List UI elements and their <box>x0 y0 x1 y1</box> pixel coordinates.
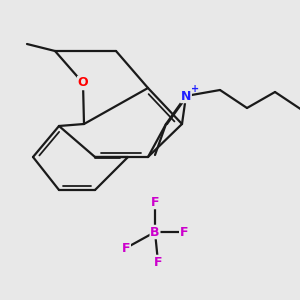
Text: B: B <box>150 226 160 238</box>
Text: F: F <box>154 256 162 268</box>
Text: O: O <box>78 76 88 89</box>
Text: F: F <box>122 242 130 254</box>
Text: N: N <box>181 89 191 103</box>
Text: F: F <box>151 196 159 208</box>
Text: F: F <box>180 226 188 238</box>
Text: +: + <box>191 83 199 94</box>
